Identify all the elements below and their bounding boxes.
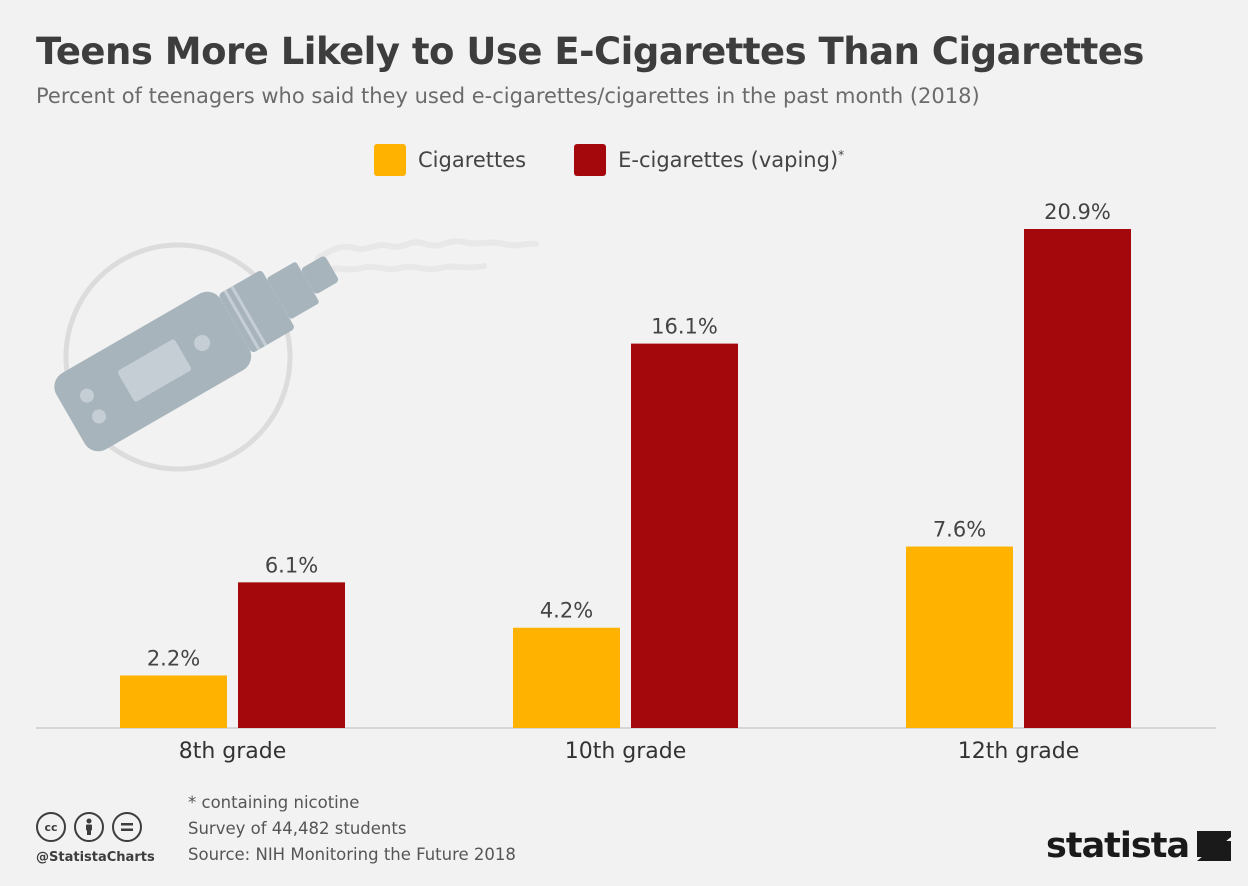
- brand-name: statista: [1046, 826, 1190, 866]
- bar-cigarettes-1: [120, 675, 227, 728]
- footnotes: * containing nicotine Survey of 44,482 s…: [188, 790, 516, 868]
- legend-swatch-cigarettes: [374, 144, 406, 176]
- nd-equals-icon: [112, 812, 142, 842]
- by-person-icon: [74, 812, 104, 842]
- footnote-survey: Survey of 44,482 students: [188, 819, 407, 838]
- legend-item-ecigarettes: E-cigarettes (vaping)*: [574, 144, 844, 176]
- data-label-cigarettes-3: 7.6%: [933, 518, 986, 542]
- footnote-source: Source: NIH Monitoring the Future 2018: [188, 845, 516, 864]
- cc-icon: cc: [36, 812, 66, 842]
- data-label-ecigarettes-3: 20.9%: [1044, 200, 1111, 224]
- legend-swatch-ecigarettes: [574, 144, 607, 176]
- data-label-ecigarettes-1: 6.1%: [265, 553, 318, 577]
- bar-cigarettes-2: [513, 627, 620, 728]
- chart-subtitle: Percent of teenagers who said they used …: [36, 84, 980, 108]
- bar-cigarettes-3: [906, 546, 1013, 728]
- bar-ecigarettes-1: [238, 582, 345, 728]
- legend-asterisk: *: [838, 148, 845, 162]
- statista-logo-icon: [1197, 831, 1232, 861]
- legend-label-ecigarettes-text: E-cigarettes (vaping): [618, 148, 839, 172]
- x-tick-label-3: 12th grade: [958, 739, 1080, 764]
- data-label-ecigarettes-2: 16.1%: [651, 315, 718, 339]
- statista-handle[interactable]: @StatistaCharts: [36, 850, 155, 865]
- legend-label-cigarettes: Cigarettes: [418, 148, 527, 172]
- legend: Cigarettes E-cigarettes (vaping)*: [374, 144, 892, 176]
- bar-ecigarettes-2: [631, 343, 738, 728]
- bar-ecigarettes-3: [1024, 229, 1131, 728]
- license-icons: cc: [36, 812, 150, 842]
- legend-label-ecigarettes: E-cigarettes (vaping)*: [618, 148, 844, 172]
- legend-item-cigarettes: Cigarettes: [374, 144, 526, 176]
- footnote-asterisk: * containing nicotine: [188, 793, 360, 812]
- chart-title: Teens More Likely to Use E-Cigarettes Th…: [36, 30, 1144, 73]
- x-tick-label-2: 10th grade: [565, 739, 687, 764]
- data-label-cigarettes-1: 2.2%: [147, 646, 200, 670]
- vape-pen-icon: [54, 238, 539, 472]
- data-label-cigarettes-2: 4.2%: [540, 599, 593, 623]
- x-tick-label-1: 8th grade: [179, 739, 287, 764]
- bars: 2.2% 6.1% 8th grade 4.2% 16.1% 10th grade 7.6%…: [120, 200, 1131, 764]
- statista-logo[interactable]: statista: [1046, 826, 1232, 866]
